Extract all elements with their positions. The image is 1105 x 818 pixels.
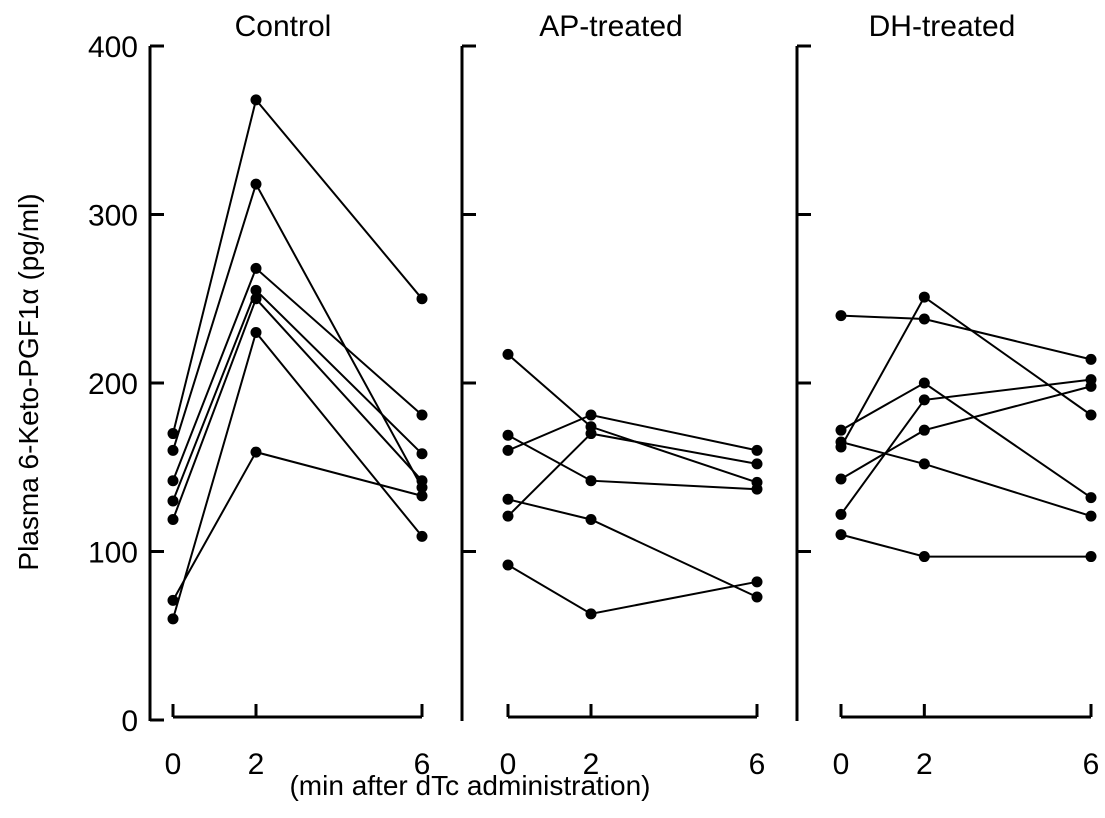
x-tick-label: 0: [833, 748, 850, 781]
y-tick-label: 100: [88, 537, 138, 570]
data-point: [502, 348, 514, 360]
x-tick-label: 2: [248, 748, 265, 781]
panel-ap-treated: AP-treated 0 2 6: [460, 10, 766, 781]
data-point: [751, 483, 763, 495]
y-tick-label: 0: [121, 705, 138, 738]
data-point: [167, 444, 179, 456]
data-point: [918, 313, 930, 325]
data-point: [918, 551, 930, 563]
y-tick-label: 400: [88, 31, 138, 64]
y-tick-label: 300: [88, 200, 138, 233]
series-line: [507, 564, 758, 615]
data-point: [502, 510, 514, 522]
x-tick-label: 0: [500, 748, 517, 781]
series-line: [840, 378, 1092, 515]
data-point: [918, 291, 930, 303]
data-point: [502, 444, 514, 456]
series-line: [840, 533, 1091, 558]
data-point: [250, 326, 262, 338]
panel-control: Control 0 100 200 300 400 0 2 6: [88, 10, 430, 781]
data-point: [1085, 409, 1097, 421]
data-point: [918, 394, 930, 406]
data-point: [585, 409, 597, 421]
data-point: [918, 458, 930, 470]
data-point: [918, 424, 930, 436]
data-point: [502, 493, 514, 505]
data-point: [835, 529, 847, 541]
series-line: [507, 498, 758, 598]
data-point: [416, 490, 428, 502]
data-point: [835, 508, 847, 520]
panel-title: Control: [235, 10, 332, 43]
data-point: [835, 310, 847, 322]
panel-title: DH-treated: [869, 10, 1016, 43]
data-point: [416, 448, 428, 460]
y-axis-label: Plasma 6-Keto-PGF1α (pg/ml): [13, 193, 44, 570]
panel-dh-treated: DH-treated 0 2 6: [795, 10, 1100, 781]
data-point: [585, 475, 597, 487]
series-line: [840, 295, 1092, 448]
series-line: [172, 266, 423, 482]
data-point: [1085, 492, 1097, 504]
data-point: [751, 444, 763, 456]
data-point: [167, 613, 179, 625]
series-line: [507, 413, 758, 452]
data-point: [416, 409, 428, 421]
data-point: [585, 513, 597, 525]
series-line: [172, 450, 423, 601]
data-point: [416, 475, 428, 487]
data-point: [250, 284, 262, 296]
data-point: [416, 530, 428, 542]
data-point: [918, 377, 930, 389]
x-tick-label: 6: [1083, 748, 1100, 781]
data-point: [502, 429, 514, 441]
data-point: [167, 594, 179, 606]
data-point: [502, 559, 514, 571]
x-tick-label: 6: [414, 748, 431, 781]
data-point: [250, 293, 262, 305]
series-line: [172, 288, 423, 502]
data-point: [835, 441, 847, 453]
data-point: [585, 428, 597, 440]
data-point: [835, 424, 847, 436]
data-point: [250, 178, 262, 190]
data-point: [1085, 353, 1097, 365]
x-axis-label: (min after dTc administration): [289, 770, 650, 801]
series-line: [840, 381, 1092, 499]
series-line: [840, 385, 1092, 480]
x-tick-label: 2: [583, 748, 600, 781]
series-line: [507, 432, 758, 517]
series-line: [840, 314, 1092, 361]
data-point: [751, 591, 763, 603]
data-point: [250, 262, 262, 274]
data-point: [1085, 374, 1097, 386]
x-tick-label: 0: [165, 748, 182, 781]
data-point: [416, 293, 428, 305]
series-line: [172, 181, 423, 488]
data-point: [167, 513, 179, 525]
data-point: [167, 475, 179, 487]
data-point: [167, 495, 179, 507]
series-line: [507, 353, 758, 484]
y-tick-label: 200: [88, 368, 138, 401]
data-point: [751, 458, 763, 470]
data-point: [751, 576, 763, 588]
series-line: [840, 441, 1092, 518]
data-point: [585, 608, 597, 620]
panel-title: AP-treated: [539, 10, 682, 43]
series-line: [172, 330, 423, 620]
data-point: [250, 94, 262, 106]
x-tick-label: 6: [749, 748, 766, 781]
data-point: [1085, 551, 1097, 563]
data-point: [1085, 510, 1097, 522]
data-point: [250, 446, 262, 458]
data-point: [835, 473, 847, 485]
data-point: [167, 428, 179, 440]
x-tick-label: 2: [916, 748, 933, 781]
